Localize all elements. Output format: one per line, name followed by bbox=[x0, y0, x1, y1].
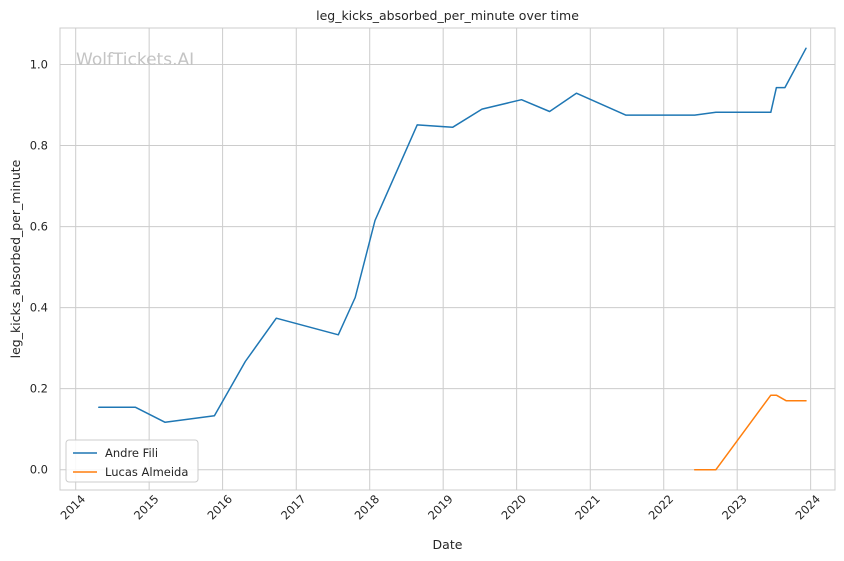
y-tick-labels: 0.0 0.2 0.4 0.6 0.8 1.0 bbox=[30, 57, 48, 476]
y-tick-label: 0.8 bbox=[30, 139, 48, 153]
y-tick-label: 0.0 bbox=[30, 463, 48, 477]
y-tick-label: 0.4 bbox=[30, 301, 48, 315]
plot-frame bbox=[59, 27, 836, 491]
x-tick-label: 2017 bbox=[278, 492, 309, 523]
series-group bbox=[98, 47, 807, 471]
legend-label-lucas-almeida: Lucas Almeida bbox=[105, 465, 188, 479]
y-tick-label: 0.2 bbox=[30, 382, 48, 396]
y-tick-label: 0.6 bbox=[30, 220, 48, 234]
legend: Andre Fili Lucas Almeida bbox=[65, 439, 199, 483]
x-tick-label: 2024 bbox=[793, 492, 824, 523]
y-tick-label: 1.0 bbox=[30, 57, 48, 71]
x-tick-label: 2020 bbox=[498, 492, 529, 523]
legend-box bbox=[65, 439, 199, 483]
chart-title: leg_kicks_absorbed_per_minute over time bbox=[316, 8, 579, 23]
series-line-1 bbox=[693, 394, 807, 471]
x-tick-label: 2018 bbox=[352, 492, 383, 523]
y-axis-label: leg_kicks_absorbed_per_minute bbox=[8, 159, 23, 358]
series-line-0 bbox=[98, 47, 807, 424]
x-tick-labels: 2014 2015 2016 2017 2018 2019 2020 2021 2022 2023… bbox=[58, 492, 824, 523]
x-axis-label: Date bbox=[433, 537, 463, 552]
x-tick-label: 2022 bbox=[646, 492, 677, 523]
x-tick-label: 2015 bbox=[131, 492, 162, 523]
x-tick-label: 2014 bbox=[58, 492, 89, 523]
legend-label-andre-fili: Andre Fili bbox=[105, 446, 158, 460]
watermark: WolfTickets.AI bbox=[76, 50, 194, 70]
x-tick-label: 2016 bbox=[204, 492, 235, 523]
x-tick-label: 2023 bbox=[719, 492, 750, 523]
x-tick-label: 2021 bbox=[572, 492, 603, 523]
x-tick-label: 2019 bbox=[425, 492, 456, 523]
